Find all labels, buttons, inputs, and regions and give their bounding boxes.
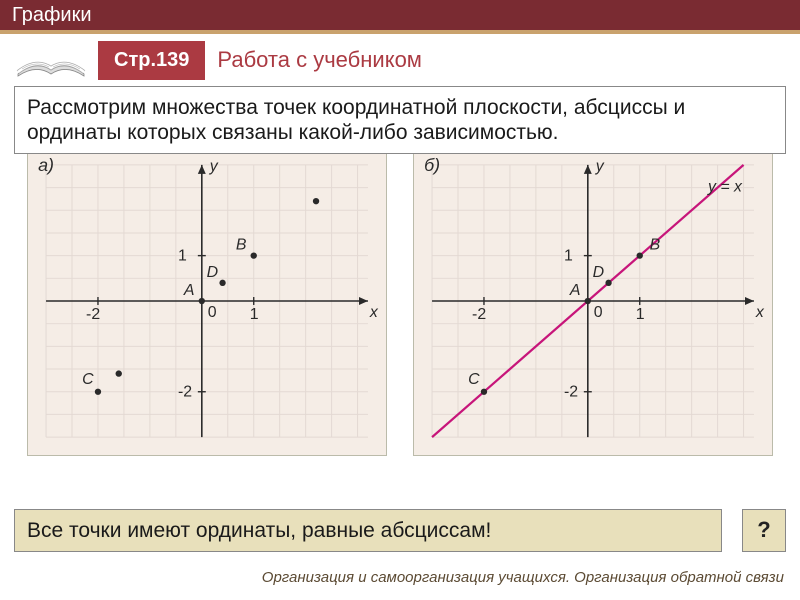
svg-text:а): а) [38, 155, 54, 175]
svg-text:-2: -2 [564, 384, 578, 401]
question-button[interactable]: ? [742, 509, 786, 552]
intro-text: Рассмотрим множества точек координатной … [14, 86, 786, 154]
svg-text:C: C [468, 371, 480, 388]
chart-a: а) x y 0 -2 1 -2 1 A B C D [27, 146, 387, 456]
svg-text:1: 1 [636, 306, 645, 323]
svg-text:1: 1 [178, 248, 187, 265]
header-bar: Графики [0, 0, 800, 30]
svg-text:D: D [207, 264, 218, 281]
svg-text:D: D [593, 264, 604, 281]
svg-text:y = x: y = x [707, 179, 743, 196]
svg-text:б): б) [424, 155, 440, 175]
svg-text:1: 1 [250, 306, 259, 323]
svg-text:x: x [369, 304, 379, 321]
svg-text:y: y [209, 158, 219, 175]
svg-text:A: A [569, 282, 581, 299]
charts-row: а) x y 0 -2 1 -2 1 A B C D б) y = x x y 0 -2 1 -2 1 A B C D [0, 146, 800, 456]
footnote: Организация и самоорганизация учащихся. … [262, 569, 784, 586]
svg-text:y: y [595, 158, 605, 175]
svg-text:B: B [236, 237, 247, 254]
page-title: Графики [12, 4, 92, 26]
svg-text:C: C [82, 371, 94, 388]
chart-b: б) y = x x y 0 -2 1 -2 1 A B C D [413, 146, 773, 456]
book-icon [16, 40, 86, 80]
svg-text:-2: -2 [178, 384, 192, 401]
subheader: Стр.139 Работа с учебником [0, 34, 800, 86]
svg-text:1: 1 [564, 248, 573, 265]
footer-row: Все точки имеют ординаты, равные абсцисс… [14, 509, 786, 552]
work-label: Работа с учебником [217, 48, 422, 72]
svg-text:A: A [183, 282, 195, 299]
svg-text:-2: -2 [86, 306, 100, 323]
answer-text: Все точки имеют ординаты, равные абсцисс… [14, 509, 722, 552]
svg-text:0: 0 [208, 304, 217, 321]
svg-text:0: 0 [594, 304, 603, 321]
page-badge: Стр.139 [98, 41, 205, 80]
svg-text:-2: -2 [472, 306, 486, 323]
svg-text:x: x [755, 304, 765, 321]
svg-text:B: B [650, 237, 661, 254]
